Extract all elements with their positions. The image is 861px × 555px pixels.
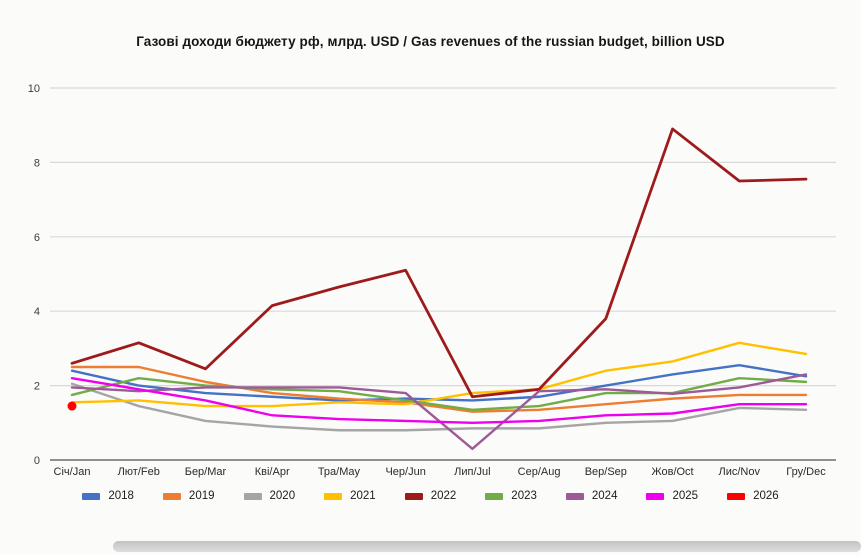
chart-point-2026 bbox=[67, 401, 77, 411]
legend-swatch-2018 bbox=[82, 492, 101, 500]
y-tick-label: 6 bbox=[34, 232, 40, 244]
x-tick-label: Кві/Apr bbox=[255, 466, 290, 478]
legend-label: 2022 bbox=[430, 490, 457, 502]
x-tick-label: Вер/Sep bbox=[585, 466, 627, 478]
legend-item-2020: 2020 bbox=[243, 490, 296, 502]
x-tick-label: Січ/Jan bbox=[54, 466, 91, 478]
x-tick-label: Сер/Aug bbox=[518, 466, 561, 478]
legend-swatch-2025 bbox=[646, 492, 665, 500]
legend-label: 2025 bbox=[672, 490, 699, 502]
legend-label: 2019 bbox=[188, 490, 215, 502]
legend-swatch-2024 bbox=[565, 492, 584, 500]
legend-swatch-2023 bbox=[485, 492, 504, 500]
x-tick-label: Лют/Feb bbox=[118, 466, 160, 478]
legend-item-2018: 2018 bbox=[82, 490, 134, 502]
legend-swatch-2020 bbox=[243, 492, 262, 500]
x-tick-label: Гру/Dec bbox=[786, 466, 826, 478]
x-tick-label: Тра/May bbox=[318, 466, 361, 478]
y-tick-label: 8 bbox=[34, 157, 40, 169]
chart-line-2023 bbox=[70, 376, 808, 411]
legend-item-2022: 2022 bbox=[404, 490, 457, 502]
x-tick-label: Лис/Nov bbox=[719, 466, 761, 478]
y-tick-label: 10 bbox=[28, 83, 40, 95]
legend-label: 2018 bbox=[108, 490, 134, 502]
legend-label: 2024 bbox=[591, 490, 618, 502]
bottom-edge-bar bbox=[113, 541, 861, 552]
y-tick-label: 0 bbox=[34, 455, 40, 467]
legend-label: 2021 bbox=[350, 490, 376, 502]
y-tick-label: 2 bbox=[34, 381, 40, 393]
legend-label: 2023 bbox=[511, 490, 537, 502]
chart-line-2019 bbox=[70, 365, 808, 413]
legend: 2018 2019 2020 2021 2022 2023 2024 2025 bbox=[0, 490, 861, 502]
legend-item-2026: 2026 bbox=[727, 490, 779, 502]
legend-label: 2026 bbox=[753, 490, 779, 502]
legend-swatch-2026 bbox=[727, 492, 746, 500]
chart-line-2021 bbox=[70, 341, 808, 408]
x-tick-label: Лип/Jul bbox=[454, 466, 490, 478]
legend-swatch-2022 bbox=[404, 492, 423, 500]
legend-item-2021: 2021 bbox=[324, 490, 376, 502]
chart-line-2025 bbox=[70, 376, 808, 424]
legend-swatch-2021 bbox=[324, 492, 343, 500]
legend-label: 2020 bbox=[269, 490, 296, 502]
x-tick-label: Жов/Oct bbox=[651, 466, 693, 478]
legend-item-2025: 2025 bbox=[646, 490, 698, 502]
legend-item-2019: 2019 bbox=[162, 490, 215, 502]
x-tick-label: Чер/Jun bbox=[385, 466, 425, 478]
x-tick-label: Бер/Mar bbox=[185, 466, 227, 478]
chart-line-2020 bbox=[70, 382, 808, 432]
chart-line-2022 bbox=[70, 127, 808, 399]
legend-item-2024: 2024 bbox=[565, 490, 618, 502]
legend-item-2023: 2023 bbox=[485, 490, 537, 502]
y-tick-label: 4 bbox=[34, 306, 40, 318]
chart-title: Газові доходи бюджету рф, млрд. USD / Ga… bbox=[136, 34, 725, 49]
plot-area: 0 2 4 6 8 10 Січ/Jan Лют/Feb Бер/Mar Кві/Apr Тра/M… bbox=[28, 83, 836, 478]
legend-swatch-2019 bbox=[162, 492, 181, 500]
